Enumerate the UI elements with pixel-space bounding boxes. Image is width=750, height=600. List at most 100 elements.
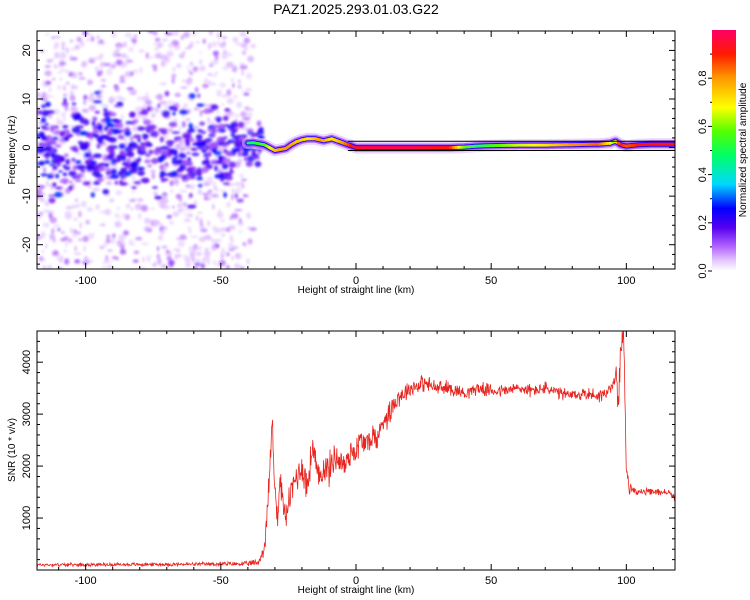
spectrogram-noise-blob [146, 228, 151, 233]
colorbar-gradient [712, 30, 736, 271]
spectrogram-y-tick-label: 10 [21, 93, 33, 105]
spectrogram-band-blob [86, 164, 95, 171]
spectrogram-noise-blob [65, 205, 73, 210]
spectrogram-noise-blob [218, 259, 226, 266]
spectrogram-noise-blob [185, 262, 192, 268]
spectrogram-band-blob [46, 135, 53, 141]
spectrogram-noise-blob [57, 227, 61, 232]
snr-x-tick-label: 50 [485, 575, 497, 587]
spectrogram-noise-blob [88, 138, 94, 143]
spectrogram-noise-blob [236, 101, 243, 109]
spectrogram-noise-blob [83, 94, 88, 100]
spectrogram-band-blob [199, 121, 206, 126]
spectrogram-noise-blob [42, 222, 50, 228]
spectrogram-band-blob [120, 167, 128, 174]
spectrogram-noise-blob [102, 266, 106, 269]
spectrogram-noise-blob [137, 96, 141, 102]
spectrogram-noise-blob [193, 243, 198, 249]
spectrogram-noise-blob [68, 180, 73, 184]
spectrogram-noise-blob [222, 66, 229, 70]
spectrogram-noise-blob [131, 190, 135, 194]
spectrogram-noise-blob [239, 62, 245, 65]
spectrogram-noise-blob [246, 212, 251, 220]
spectrogram-noise-blob [167, 100, 172, 105]
spectrogram-noise-blob [196, 93, 201, 99]
spectrogram-noise-blob [69, 227, 74, 232]
spectrogram-noise-blob [100, 103, 106, 108]
spectrogram-noise-blob [153, 42, 159, 46]
spectrogram-noise-blob [231, 193, 234, 201]
spectrogram-noise-blob [185, 66, 192, 69]
spectrogram-band-blob [161, 177, 165, 183]
spectrogram-band-blob [144, 126, 150, 131]
spectrogram-band-blob [171, 170, 178, 177]
spectrogram-band-blob [37, 161, 45, 166]
spectrogram-noise-blob [207, 42, 212, 49]
spectrogram-noise-blob [114, 86, 120, 92]
spectrogram-band-blob [106, 154, 115, 161]
spectrogram-noise-blob [195, 215, 199, 222]
spectrogram-noise-blob [192, 66, 199, 72]
spectrogram-band-blob [51, 137, 59, 141]
spectrogram-noise-blob [104, 193, 111, 197]
spectrogram-noise-blob [166, 214, 173, 219]
spectrogram-noise-blob [231, 213, 239, 219]
spectrogram-band-blob [82, 181, 91, 186]
spectrogram-noise-blob [107, 62, 111, 65]
spectrogram-band-blob [256, 120, 262, 127]
spectrogram-noise-blob [66, 210, 72, 217]
spectrogram-noise-blob [72, 231, 77, 239]
spectrogram-band-blob [224, 108, 230, 112]
spectrogram-band-blob [185, 137, 190, 144]
spectrogram-noise-blob [97, 40, 101, 46]
spectrogram-noise-blob [241, 182, 245, 189]
spectrogram-band-blob [37, 110, 43, 115]
spectrogram-band-blob [128, 141, 138, 148]
spectrogram-noise-blob [152, 191, 157, 196]
spectrogram-noise-blob [45, 180, 50, 187]
spectrogram-noise-blob [44, 65, 51, 68]
spectrogram-noise-blob [243, 47, 249, 51]
spectrogram-noise-blob [116, 46, 121, 49]
spectrogram-noise-blob [231, 188, 236, 194]
spectrogram-band-blob [229, 167, 233, 174]
spectrogram-noise-blob [90, 36, 95, 42]
spectrogram-noise-blob [172, 66, 176, 73]
spectrogram-band-blob [40, 132, 45, 139]
spectrogram-noise-blob [54, 35, 61, 39]
spectrogram-noise-blob [109, 63, 117, 69]
spectrogram-band-blob [93, 100, 102, 104]
spectrogram-noise-blob [135, 236, 143, 241]
spectrogram-noise-blob [120, 244, 125, 251]
spectrogram-band-blob [94, 91, 101, 95]
spectrogram-band-blob [232, 149, 238, 153]
spectrogram-noise-blob [161, 38, 168, 42]
spectrogram-noise-blob [202, 38, 206, 44]
spectrogram-noise-blob [125, 203, 131, 209]
spectrogram-noise-blob [230, 78, 235, 83]
spectrogram-band-blob [129, 111, 136, 118]
spectrogram-noise-blob [132, 69, 139, 74]
spectrogram-noise-blob [154, 106, 159, 114]
spectrogram-noise-blob [188, 69, 192, 73]
figure-title: PAZ1.2025.293.01.03.G22 [273, 1, 439, 17]
spectrogram-band-blob [115, 157, 122, 163]
spectrogram-band-blob [55, 144, 62, 148]
spectrogram-noise-blob [242, 242, 246, 246]
spectrogram-noise-blob [110, 166, 119, 170]
spectrogram-noise-blob [231, 245, 239, 250]
spectrogram-band-blob [171, 131, 180, 134]
spectrogram-noise-blob [159, 100, 168, 105]
spectrogram-noise-blob [181, 121, 186, 128]
spectrogram-noise-blob [145, 99, 153, 105]
spectrogram-band-blob [112, 128, 118, 135]
spectrogram-y-tick-label: 0 [21, 145, 33, 151]
spectrogram-noise-blob [234, 113, 240, 118]
spectrogram-band-blob [90, 160, 97, 166]
spectrogram-noise-blob [189, 251, 196, 257]
spectrogram-noise-blob [173, 178, 179, 185]
spectrogram-noise-blob [46, 59, 53, 63]
spectrogram-noise-blob [111, 31, 117, 39]
spectrogram-band-blob [136, 166, 145, 171]
spectrogram-noise-blob [243, 92, 250, 96]
